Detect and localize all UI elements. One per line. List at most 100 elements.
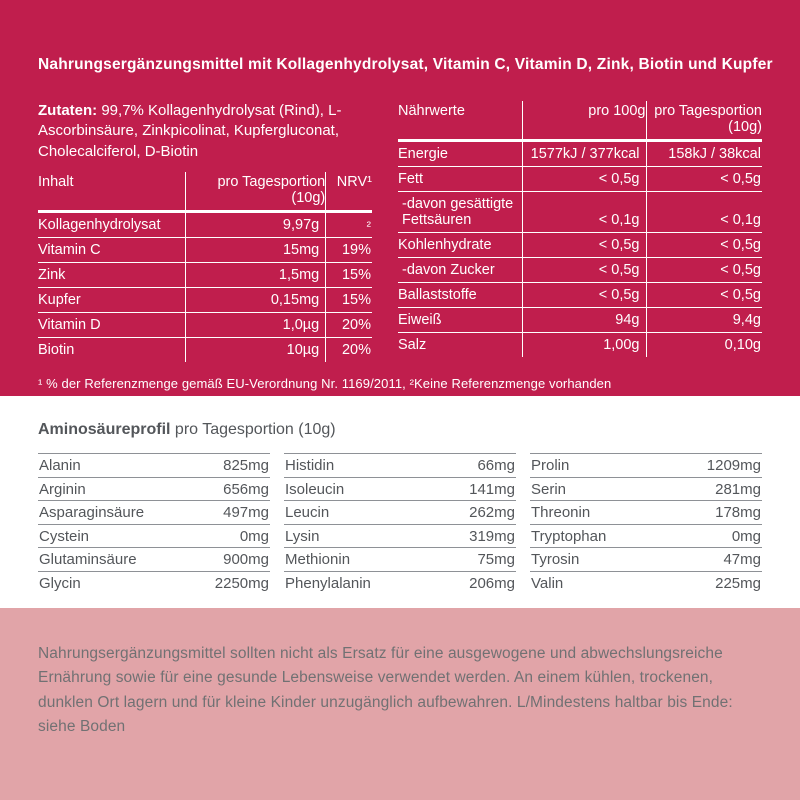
amino-label: Prolin	[531, 457, 570, 474]
table-row: Kollagenhydrolysat 9,97g ²	[38, 212, 372, 238]
amino-row: Isoleucin 141mg	[284, 476, 516, 501]
nutrient-label: Kupfer	[38, 291, 81, 308]
amino-value: 2250mg	[214, 574, 269, 592]
naehrwerte-table: Nährwerte pro 100g pro Tagesportion (10g…	[398, 101, 762, 357]
amino-value: 1209mg	[706, 457, 761, 474]
amino-label: Tryptophan	[531, 527, 607, 545]
amino-value: 262mg	[469, 504, 515, 521]
amino-label: Glutaminsäure	[39, 551, 137, 568]
nutrient-nrv: 19%	[325, 237, 372, 262]
nutrient-label: Vitamin C	[38, 241, 101, 258]
amino-value: 656mg	[223, 480, 269, 498]
table-row: Vitamin C 15mg 19%	[38, 237, 372, 263]
amino-label: Tyrosin	[531, 551, 580, 568]
amino-value: 47mg	[723, 551, 761, 568]
value-per-portion: < 0,5g	[645, 258, 762, 282]
nutrient-label: Kohlenhydrate	[398, 237, 492, 253]
nutrient-label: Ballaststoffe	[398, 287, 477, 303]
table-row: Ballaststoffe < 0,5g < 0,5g	[398, 283, 762, 308]
amino-label: Valin	[531, 574, 564, 592]
storage-note-text: Nahrungsergänzungsmittel sollten nicht a…	[38, 645, 733, 736]
amino-row: Glycin 2250mg	[38, 570, 270, 595]
amino-label: Phenylalanin	[285, 574, 371, 592]
value-per-portion: < 0,1g	[645, 192, 762, 232]
naehrwerte-header-portion: pro Tagesportion (10g)	[645, 101, 762, 139]
nutrient-label: -davon Zucker	[402, 262, 495, 278]
amino-row: Methionin 75mg	[284, 547, 516, 571]
nutrient-value: 1,5mg	[184, 262, 325, 287]
nutrient-value: 1,0µg	[184, 312, 325, 337]
nutrient-value: 10µg	[184, 337, 325, 362]
table-row: Biotin 10µg 20%	[38, 337, 372, 362]
table-row: Kupfer 0,15mg 15%	[38, 287, 372, 313]
value-per-portion: < 0,5g	[645, 167, 762, 191]
value-per-100g: < 0,5g	[521, 283, 646, 307]
amino-label: Lysin	[285, 527, 320, 545]
ingredients-text: Zutaten: 99,7% Kollagenhydrolysat (Rind)…	[38, 101, 372, 162]
inhalt-table-header: Inhalt pro Tagesportion (10g) NRV¹	[38, 171, 372, 213]
amino-value: 497mg	[223, 504, 269, 521]
amino-label: Arginin	[39, 480, 86, 498]
amino-row: Cystein 0mg	[38, 523, 270, 548]
nutrient-label: Energie	[398, 146, 448, 162]
amino-column-1: Alanin 825mg Arginin 656mg Asparaginsäure 4…	[38, 453, 270, 594]
product-title: Nahrungsergänzungsmittel mit Kollagenhyd…	[38, 56, 773, 73]
amino-label: Methionin	[285, 551, 351, 568]
value-per-portion: < 0,5g	[645, 233, 762, 257]
table-row: -davon Zucker < 0,5g < 0,5g	[398, 258, 762, 283]
amino-label: Threonin	[531, 504, 591, 521]
nutrient-nrv: 15%	[325, 287, 372, 312]
nutrient-nrv: 20%	[325, 337, 372, 362]
storage-panel: Nahrungsergänzungsmittel sollten nicht a…	[0, 608, 800, 800]
amino-row: Arginin 656mg	[38, 476, 270, 501]
nutrient-nrv: 20%	[325, 312, 372, 337]
amino-label: Isoleucin	[285, 480, 345, 498]
inhalt-header-portion: pro Tagesportion (10g)	[184, 171, 325, 210]
amino-row: Phenylalanin 206mg	[284, 570, 516, 595]
nutrient-label: Biotin	[38, 341, 75, 358]
amino-row: Threonin 178mg	[530, 500, 762, 524]
amino-row: Tyrosin 47mg	[530, 547, 762, 571]
nutrient-value: 9,97g	[184, 212, 325, 237]
value-per-100g: < 0,1g	[521, 192, 646, 232]
amino-value: 0mg	[239, 527, 269, 545]
nutrient-label: Eiweiß	[398, 312, 442, 328]
amino-row: Valin 225mg	[530, 570, 762, 595]
naehrwerte-table-header: Nährwerte pro 100g pro Tagesportion (10g…	[398, 101, 762, 142]
value-per-100g: < 0,5g	[521, 233, 646, 257]
inhalt-header-nrv: NRV¹	[325, 171, 372, 210]
label-top-panel: Nahrungsergänzungsmittel mit Kollagenhyd…	[0, 0, 800, 396]
table-row: Energie 1577kJ / 377kcal 158kJ / 38kcal	[398, 142, 762, 167]
amino-row: Serin 281mg	[530, 476, 762, 501]
inhalt-header-label: Inhalt	[38, 173, 74, 190]
value-per-portion: 158kJ / 38kcal	[645, 142, 762, 166]
value-per-portion: 0,10g	[645, 333, 762, 357]
amino-value: 206mg	[469, 574, 515, 592]
amino-value: 825mg	[223, 457, 269, 474]
amino-value: 0mg	[731, 527, 761, 545]
amino-grid: Alanin 825mg Arginin 656mg Asparaginsäure 4…	[38, 453, 762, 594]
amino-column-2: Histidin 66mg Isoleucin 141mg Leucin 262mg …	[284, 453, 516, 594]
right-column: Nährwerte pro 100g pro Tagesportion (10g…	[398, 101, 762, 362]
left-column: Zutaten: 99,7% Kollagenhydrolysat (Rind)…	[38, 101, 372, 362]
nutrient-label: Vitamin D	[38, 316, 101, 333]
amino-row: Glutaminsäure 900mg	[38, 547, 270, 571]
amino-profile-panel: Aminosäureprofil pro Tagesportion (10g) …	[0, 396, 800, 608]
amino-value: 900mg	[223, 551, 269, 568]
amino-label: Histidin	[285, 457, 335, 474]
inhalt-table: Inhalt pro Tagesportion (10g) NRV¹ Kolla…	[38, 171, 372, 362]
amino-value: 66mg	[477, 457, 515, 474]
nutrient-value: 0,15mg	[184, 287, 325, 312]
nutrient-value: 15mg	[184, 237, 325, 262]
amino-row: Histidin 66mg	[284, 453, 516, 477]
value-per-portion: 9,4g	[645, 308, 762, 332]
naehrwerte-header-label: Nährwerte	[398, 103, 465, 119]
amino-row: Lysin 319mg	[284, 523, 516, 548]
table-row: Eiweiß 94g 9,4g	[398, 308, 762, 333]
value-per-portion: < 0,5g	[645, 283, 762, 307]
nutrient-label: -davon gesättigte Fettsäuren	[402, 196, 514, 228]
amino-value: 281mg	[715, 480, 761, 498]
amino-column-3: Prolin 1209mg Serin 281mg Threonin 178mg Tr…	[530, 453, 762, 594]
amino-row: Leucin 262mg	[284, 500, 516, 524]
amino-value: 75mg	[477, 551, 515, 568]
